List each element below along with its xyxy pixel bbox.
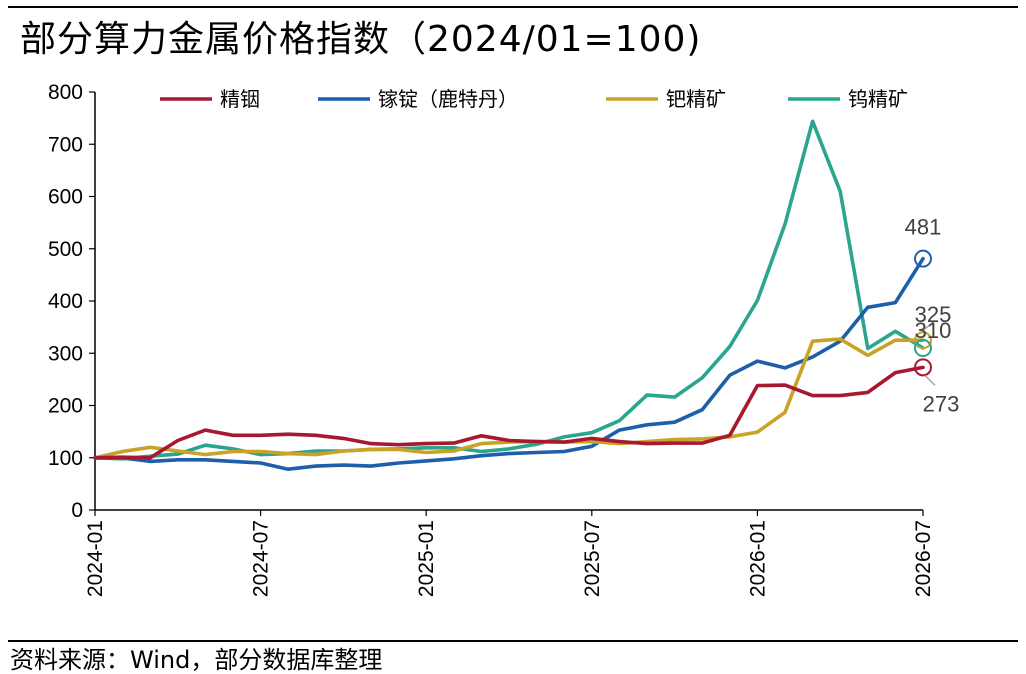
series-lines	[93, 119, 925, 472]
end-value-label: 325	[915, 302, 952, 327]
x-tick-label: 2026-07	[912, 520, 935, 597]
chart-title: 部分算力金属价格指数（2024/01=100)	[20, 19, 702, 60]
legend-label: 镓锭（鹿特丹）	[378, 87, 518, 111]
bottom-rule	[8, 640, 1018, 642]
y-tick-label: 600	[48, 186, 83, 209]
end-marker	[914, 331, 932, 350]
y-tick-label: 300	[48, 342, 83, 365]
legend-label: 精铟	[220, 87, 260, 111]
top-rule	[8, 6, 1018, 8]
y-tick-label: 200	[48, 395, 83, 418]
legend: 精铟 镓锭（鹿特丹） 钯精矿 钨精矿	[160, 87, 908, 111]
end-value-label: 273	[923, 391, 960, 416]
end-value-label: 481	[905, 215, 942, 240]
end-marker	[914, 249, 932, 268]
y-tick-label: 400	[48, 290, 83, 313]
series-line-2	[93, 256, 925, 472]
end-marker	[914, 339, 932, 358]
end-label-leader	[924, 374, 936, 386]
end-label-leader	[920, 321, 934, 333]
source-note: 资料来源：Wind，部分数据库整理	[10, 646, 383, 674]
x-tick-label: 2024-07	[250, 520, 273, 597]
series-line-4	[93, 119, 925, 461]
legend-label: 钨精矿	[848, 87, 908, 111]
y-tick-label: 0	[71, 499, 83, 522]
legend-label: 钯精矿	[666, 87, 726, 111]
y-tick-label: 500	[48, 238, 83, 261]
x-tick-label: 2024-01	[84, 520, 107, 597]
series-line-1	[93, 365, 925, 460]
x-tick-label: 2025-01	[415, 520, 438, 597]
x-tick-label: 2025-07	[581, 520, 604, 597]
y-tick-label: 700	[48, 133, 83, 156]
x-tick-label: 2026-01	[746, 520, 769, 597]
end-marker	[914, 358, 932, 377]
y-tick-label: 800	[48, 81, 83, 104]
line-chart: 0 100 200 300 400 500 600 700 800 2024-01 2024-07 2…	[48, 81, 960, 597]
axes: 0 100 200 300 400 500 600 700 800 2024-01 2024-07 2…	[48, 81, 935, 597]
end-value-label: 310	[915, 318, 952, 343]
y-tick-label: 100	[48, 447, 83, 470]
